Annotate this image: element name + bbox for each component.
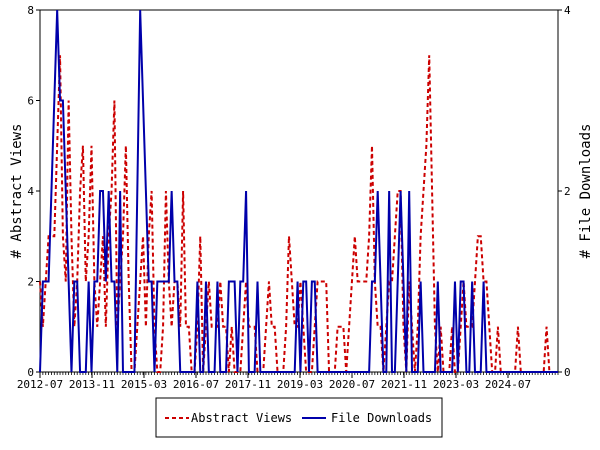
y-tick-label: 2 [27, 276, 34, 289]
legend-label-file-downloads: File Downloads [331, 411, 432, 425]
axis-ticks: 0 2 4 6 8 0 2 4 2012-07 2013-11 2015-03 2016-07 2017… [17, 4, 571, 391]
x-tick-label: 2017-11 [225, 378, 271, 391]
y2-tick-label: 0 [564, 366, 571, 379]
y2-tick-label: 4 [564, 4, 571, 17]
y2-tick-label: 2 [564, 185, 571, 198]
series-layer [39, 9, 558, 373]
y-axis-label: # Abstract Views [9, 124, 25, 259]
x-tick-label: 2021-11 [381, 378, 427, 391]
x-tick-label: 2015-03 [121, 378, 167, 391]
y-tick-label: 4 [27, 185, 34, 198]
y-tick-label: 8 [27, 4, 34, 17]
y-tick-label: 0 [27, 366, 34, 379]
x-tick-label: 2013-11 [69, 378, 115, 391]
series-file-downloads [39, 9, 558, 373]
legend-label-abstract-views: Abstract Views [191, 411, 292, 425]
x-tick-label: 2020-07 [329, 378, 375, 391]
x-tick-label: 2016-07 [173, 378, 219, 391]
x-tick-label: 2023-03 [433, 378, 479, 391]
legend-box [155, 397, 443, 438]
y2-axis-label: # File Downloads [578, 124, 594, 259]
x-tick-label: 2024-07 [485, 378, 531, 391]
y-tick-label: 6 [27, 95, 34, 108]
x-tick-label: 2012-07 [17, 378, 63, 391]
x-tick-label: 2019-03 [277, 378, 323, 391]
legend: Abstract Views File Downloads [155, 397, 443, 438]
